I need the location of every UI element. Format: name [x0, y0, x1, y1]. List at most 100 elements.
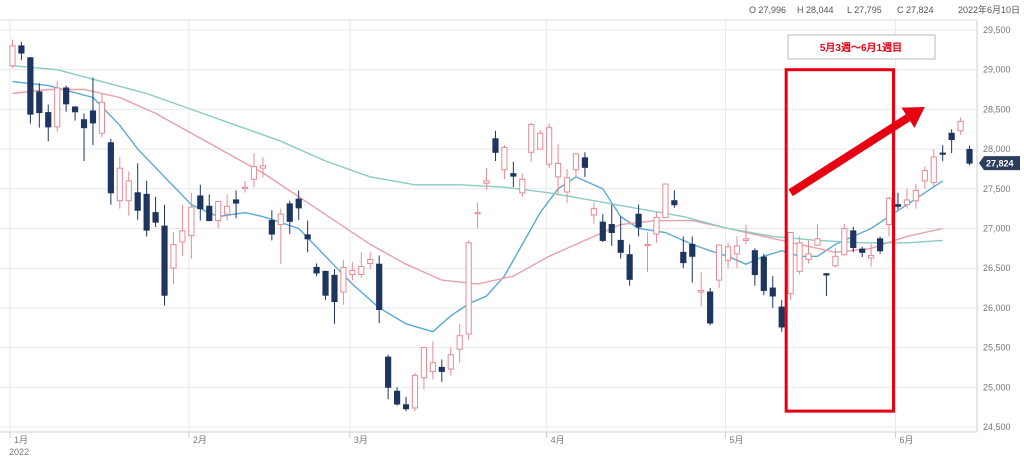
candle-body — [197, 195, 204, 210]
candle-body — [18, 45, 25, 54]
trend-arrow-shaft — [788, 114, 911, 197]
candle-up — [957, 117, 964, 135]
candle-body — [510, 173, 517, 177]
candle-down — [823, 272, 830, 296]
candle-body — [823, 273, 830, 276]
candle-body — [304, 234, 311, 240]
candle-up — [125, 171, 132, 216]
candle-up — [367, 252, 374, 269]
candle-body — [653, 216, 660, 235]
last-price-label: 27,824 — [986, 159, 1014, 169]
candle-body — [179, 230, 186, 243]
y-tick-label: 29,000 — [983, 65, 1011, 75]
candles — [9, 39, 973, 412]
candle-body — [36, 91, 43, 114]
candle-down — [18, 41, 25, 61]
candle-body — [206, 205, 213, 222]
candle-up — [429, 341, 436, 380]
candle-up — [277, 208, 284, 265]
candle-body — [54, 87, 61, 128]
y-tick-label: 24,500 — [983, 422, 1011, 432]
candle-up — [259, 157, 267, 178]
candle-down — [71, 106, 79, 121]
candle-up — [787, 231, 794, 300]
candle-body — [841, 228, 848, 256]
candle-body — [376, 263, 383, 310]
candle-body — [689, 243, 696, 257]
candle-body — [805, 253, 812, 260]
highlight-annotation: 5月3週〜6月1週目 — [784, 34, 936, 413]
candle-body — [751, 250, 758, 276]
candle-up — [250, 153, 258, 188]
candle-down — [304, 220, 311, 253]
candle-up — [662, 183, 669, 219]
candle-down — [859, 246, 866, 258]
date-label: 2022年6月10日 — [958, 4, 1020, 15]
candle-body — [232, 199, 240, 204]
candle-body — [894, 204, 902, 207]
candle-down — [966, 145, 973, 166]
candle-up — [170, 232, 177, 285]
candle-down — [385, 354, 392, 400]
candle-up — [930, 149, 937, 186]
candle-up — [653, 211, 660, 243]
candle-body — [241, 186, 249, 189]
candle-up — [912, 184, 919, 209]
ohlc-readout: O 27,996 H 28,044 L 27,795 C 27,824 2022… — [749, 4, 1020, 15]
candle-up — [420, 347, 428, 390]
candle-body — [188, 206, 195, 237]
candle-body — [608, 224, 615, 233]
candle-body — [921, 170, 928, 182]
candle-body — [644, 243, 651, 247]
candle-body — [89, 110, 97, 124]
candle-body — [250, 166, 258, 180]
candle-body — [313, 266, 320, 274]
candle-up — [921, 166, 928, 189]
candle-body — [98, 101, 106, 134]
candle-body — [778, 306, 785, 328]
candle-down — [63, 85, 70, 112]
candle-body — [385, 356, 392, 388]
y-tick-label: 27,500 — [983, 184, 1011, 194]
candle-down — [707, 288, 714, 326]
candle-down — [608, 204, 615, 246]
candle-body — [277, 213, 284, 226]
candle-body — [519, 178, 526, 194]
candle-down — [948, 129, 955, 154]
x-tick-label: 5月 — [730, 435, 744, 445]
candle-down — [232, 190, 240, 219]
y-tick-label: 29,500 — [983, 25, 1011, 35]
y-tick-label: 26,500 — [983, 263, 1011, 273]
candle-up — [832, 248, 839, 268]
candle-down — [286, 200, 293, 235]
candle-body — [617, 239, 624, 253]
candle-down — [27, 56, 34, 124]
candle-body — [912, 189, 919, 202]
candle-down — [492, 130, 499, 162]
candle-body — [259, 165, 267, 169]
candle-body — [340, 266, 347, 293]
candle-down — [402, 396, 410, 412]
candle-down — [939, 145, 946, 162]
grid-lines — [0, 20, 977, 432]
candle-up — [563, 168, 571, 204]
candle-down — [197, 184, 204, 221]
candle-down — [143, 180, 150, 237]
candle-body — [769, 287, 776, 297]
candle-body — [930, 156, 937, 183]
y-tick-label: 25,000 — [983, 382, 1011, 392]
candle-up — [537, 130, 544, 150]
candle-body — [358, 266, 365, 276]
candle-body — [215, 201, 222, 222]
candle-body — [63, 87, 70, 105]
candle-body — [635, 213, 642, 228]
candle-up — [590, 202, 597, 224]
candle-body — [322, 270, 329, 296]
candle-body — [429, 362, 436, 372]
trend-arrow-head — [901, 107, 925, 128]
candle-down — [769, 276, 776, 308]
candle-body — [832, 255, 839, 267]
candle-body — [903, 199, 911, 206]
candle-up — [224, 194, 231, 221]
